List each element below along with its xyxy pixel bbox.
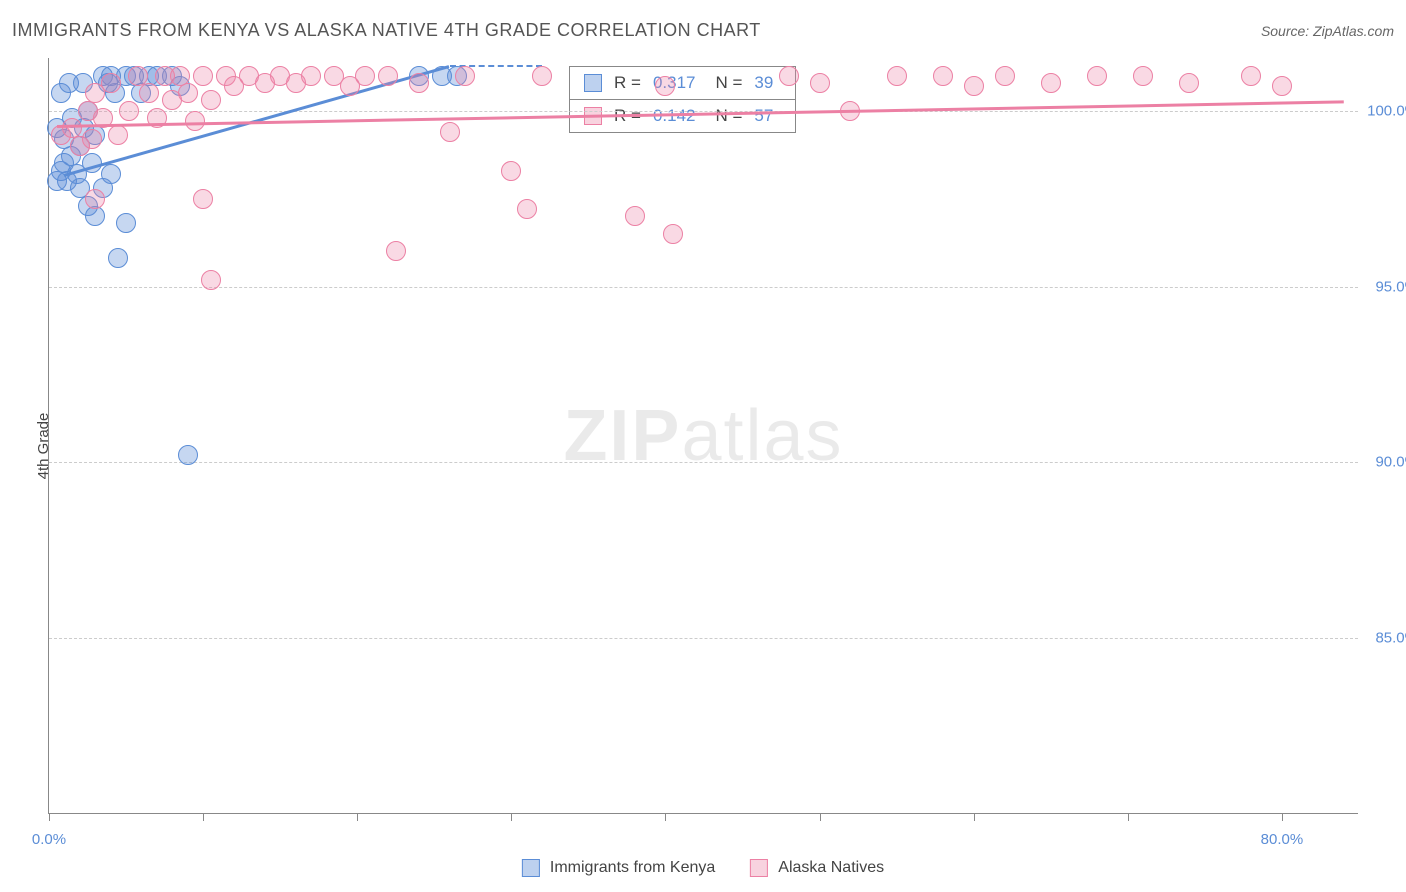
watermark: ZIPatlas: [563, 395, 843, 477]
n-label: N =: [715, 106, 742, 126]
stats-row-kenya: R = 0.317 N = 39: [570, 67, 795, 99]
scatter-point: [85, 189, 105, 209]
scatter-point: [139, 83, 159, 103]
scatter-point: [887, 66, 907, 86]
legend-item-kenya: Immigrants from Kenya: [522, 859, 715, 877]
scatter-point: [178, 83, 198, 103]
chart-title: IMMIGRANTS FROM KENYA VS ALASKA NATIVE 4…: [12, 20, 761, 41]
chart-header: IMMIGRANTS FROM KENYA VS ALASKA NATIVE 4…: [12, 20, 1394, 41]
scatter-point: [1272, 76, 1292, 96]
y-tick-label: 100.0%: [1363, 102, 1406, 119]
x-tick: [1128, 813, 1129, 821]
y-tick-label: 90.0%: [1363, 454, 1406, 471]
x-tick: [974, 813, 975, 821]
grid-line: [49, 111, 1358, 112]
scatter-point: [82, 129, 102, 149]
scatter-point: [1041, 73, 1061, 93]
legend-label: Alaska Natives: [778, 859, 884, 877]
scatter-point: [301, 66, 321, 86]
scatter-point: [995, 66, 1015, 86]
legend: Immigrants from Kenya Alaska Natives: [522, 859, 884, 877]
scatter-point: [201, 90, 221, 110]
scatter-point: [409, 73, 429, 93]
scatter-point: [101, 73, 121, 93]
correlation-stats-box: R = 0.317 N = 39 R = 0.142 N = 57: [569, 66, 796, 133]
source-attribution: Source: ZipAtlas.com: [1261, 23, 1394, 39]
r-value-alaska: 0.142: [653, 106, 696, 126]
scatter-point: [193, 66, 213, 86]
scatter-chart: ZIPatlas R = 0.317 N = 39 R = 0.142 N = …: [48, 58, 1358, 814]
y-tick-label: 85.0%: [1363, 630, 1406, 647]
n-value-alaska: 57: [754, 106, 773, 126]
scatter-point: [1087, 66, 1107, 86]
n-label: N =: [715, 73, 742, 93]
swatch-blue-icon: [522, 859, 540, 877]
scatter-point: [201, 270, 221, 290]
scatter-point: [455, 66, 475, 86]
x-tick: [357, 813, 358, 821]
scatter-point: [178, 445, 198, 465]
scatter-point: [108, 248, 128, 268]
x-tick-label: 0.0%: [32, 831, 66, 848]
y-tick-label: 95.0%: [1363, 278, 1406, 295]
scatter-point: [779, 66, 799, 86]
grid-line: [49, 287, 1358, 288]
scatter-point: [625, 206, 645, 226]
legend-item-alaska: Alaska Natives: [750, 859, 884, 877]
scatter-point: [1133, 66, 1153, 86]
grid-line: [49, 462, 1358, 463]
scatter-point: [108, 125, 128, 145]
scatter-point: [810, 73, 830, 93]
x-tick: [511, 813, 512, 821]
scatter-point: [193, 189, 213, 209]
scatter-point: [933, 66, 953, 86]
grid-line: [49, 638, 1358, 639]
scatter-point: [85, 206, 105, 226]
scatter-point: [119, 101, 139, 121]
scatter-point: [501, 161, 521, 181]
scatter-point: [532, 66, 552, 86]
x-tick: [820, 813, 821, 821]
scatter-point: [116, 213, 136, 233]
x-tick: [49, 813, 50, 821]
legend-label: Immigrants from Kenya: [550, 859, 715, 877]
scatter-point: [386, 241, 406, 261]
scatter-point: [440, 122, 460, 142]
scatter-point: [517, 199, 537, 219]
swatch-pink-icon: [750, 859, 768, 877]
x-tick-label: 80.0%: [1261, 831, 1304, 848]
scatter-point: [655, 76, 675, 96]
scatter-point: [378, 66, 398, 86]
x-tick: [1282, 813, 1283, 821]
scatter-point: [101, 164, 121, 184]
scatter-point: [964, 76, 984, 96]
scatter-point: [1241, 66, 1261, 86]
scatter-point: [663, 224, 683, 244]
scatter-point: [355, 66, 375, 86]
swatch-blue-icon: [584, 74, 602, 92]
x-tick: [665, 813, 666, 821]
x-tick: [203, 813, 204, 821]
n-value-kenya: 39: [754, 73, 773, 93]
r-label: R =: [614, 73, 641, 93]
scatter-point: [1179, 73, 1199, 93]
